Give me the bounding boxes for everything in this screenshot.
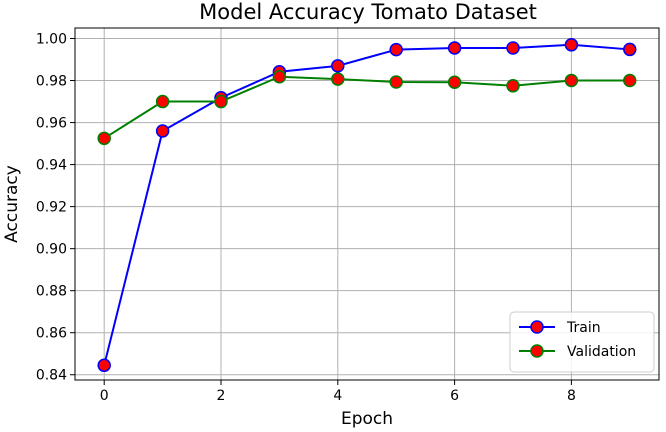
data-point-validation <box>155 94 170 109</box>
series-line-validation <box>103 75 630 140</box>
data-point-validation <box>447 75 462 89</box>
data-point-validation <box>506 79 520 93</box>
data-point-validation <box>331 72 345 86</box>
plot-area-frame <box>74 27 660 381</box>
y-tick-label: 0.92 <box>36 200 67 216</box>
y-tick-label: 0.90 <box>36 242 67 258</box>
legend: Train Validation <box>509 311 655 373</box>
data-point-train <box>331 59 345 73</box>
x-tick-label: 6 <box>450 388 459 404</box>
data-point-validation <box>97 131 111 146</box>
data-point-train <box>623 42 637 57</box>
series-line-train <box>103 43 630 366</box>
chart-title: Model Accuracy Tomato Dataset <box>199 0 537 24</box>
axis-ticks: 0 2 4 6 8 0.84 0.86 0.88 0.90 0.92 0.94 0.96 0.98 1.0… <box>36 32 576 404</box>
y-tick-label: 0.94 <box>36 158 67 174</box>
data-point-validation <box>214 94 228 109</box>
data-point-validation <box>623 73 637 88</box>
legend-marker-validation <box>530 344 544 358</box>
data-point-train <box>564 38 579 52</box>
data-point-validation <box>389 75 403 89</box>
data-point-validation <box>564 73 579 88</box>
series-group <box>97 38 637 373</box>
y-tick-label: 1.00 <box>36 32 67 48</box>
y-tick-label: 0.84 <box>36 368 67 384</box>
legend-label-validation: Validation <box>567 344 636 360</box>
x-tick-label: 0 <box>100 388 109 404</box>
data-point-train <box>97 358 111 373</box>
x-axis-label: Epoch <box>341 409 393 429</box>
x-tick-label: 8 <box>567 388 576 404</box>
x-tick-label: 2 <box>217 388 226 404</box>
y-tick-label: 0.88 <box>36 284 67 300</box>
y-tick-label: 0.86 <box>36 326 67 342</box>
data-point-train <box>506 41 520 55</box>
data-point-train <box>155 124 170 138</box>
y-tick-label: 0.96 <box>36 116 67 132</box>
y-tick-label: 0.98 <box>36 74 67 90</box>
data-point-train <box>389 42 403 57</box>
y-axis-label: Accuracy <box>2 165 22 243</box>
x-tick-label: 4 <box>333 388 342 404</box>
legend-marker-train <box>530 320 544 334</box>
data-point-train <box>447 41 462 55</box>
legend-label-train: Train <box>566 320 601 336</box>
data-point-validation <box>272 70 287 84</box>
